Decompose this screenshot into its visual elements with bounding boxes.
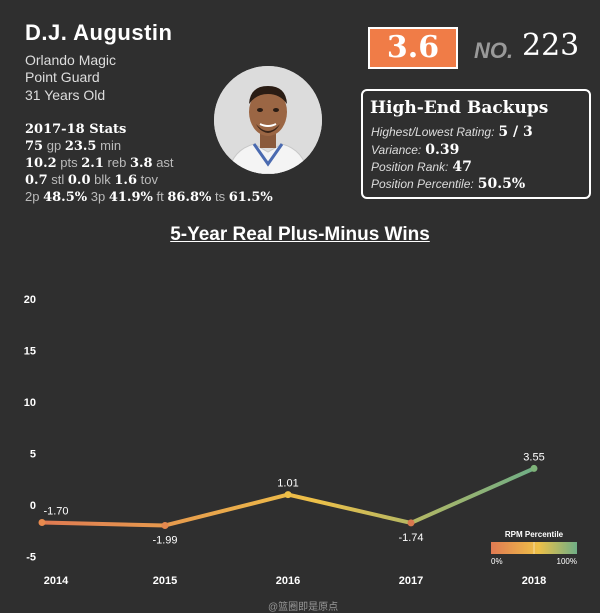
player-avatar — [214, 66, 322, 174]
stat-ast: 3.8 — [129, 156, 153, 171]
y-tick-label: 10 — [24, 397, 36, 409]
y-tick-label: 0 — [30, 500, 36, 512]
stat-gp-label: gp — [46, 138, 62, 153]
player-age: 31 Years Old — [25, 87, 106, 103]
x-tick-label: 2014 — [44, 575, 69, 587]
highest-lowest-rating: Highest/Lowest Rating: 5 / 3 — [371, 124, 533, 140]
x-tick-label: 2016 — [276, 575, 300, 587]
player-position: Point Guard — [25, 69, 100, 85]
highest-lowest-value: 5 / 3 — [498, 124, 533, 140]
data-label: 1.01 — [277, 478, 298, 490]
stat-2p-label: 2p — [25, 189, 40, 204]
position-percentile-label: Position Percentile: — [371, 177, 474, 191]
stat-blk: 0.0 — [67, 173, 91, 188]
stat-min-label: min — [100, 138, 122, 153]
y-tick-label: 15 — [24, 346, 36, 358]
stat-reb: 2.1 — [81, 156, 104, 171]
stat-tov: 1.6 — [114, 173, 137, 188]
stats-line-4: 2p 48.5% 3p 41.9% ft 86.8% ts 61.5% — [25, 189, 273, 205]
data-label: -1.74 — [398, 532, 423, 544]
y-tick-label: -5 — [26, 552, 36, 564]
stat-ts-label: ts — [214, 189, 226, 204]
stats-title: 2017-18 Stats — [25, 122, 127, 137]
stat-tov-label: tov — [140, 172, 158, 187]
stats-line-3: 0.7 stl 0.0 blk 1.6 tov — [25, 172, 158, 188]
data-point — [407, 519, 415, 527]
data-label: -1.99 — [152, 534, 177, 546]
stat-pts: 10.2 — [25, 156, 57, 171]
player-name: D.J. Augustin — [25, 20, 173, 45]
data-point — [284, 491, 292, 499]
legend-title: RPM Percentile — [505, 530, 564, 539]
data-label: -1.70 — [43, 506, 68, 518]
stat-ft: 86.8% — [167, 190, 212, 205]
stat-ast-label: ast — [156, 155, 174, 170]
stat-3p-label: 3p — [90, 189, 106, 204]
stat-3p: 41.9% — [108, 190, 153, 205]
legend-max-label: 100% — [557, 557, 577, 566]
stats-line-1: 75 gp 23.5 min — [25, 138, 121, 154]
position-percentile-value: 50.5% — [477, 176, 526, 192]
rank-number: 223 — [522, 28, 580, 63]
chart-title: 5-Year Real Plus-Minus Wins — [170, 224, 430, 245]
chart-legend: RPM Percentile 0% 100% — [491, 530, 577, 566]
stat-stl-label: stl — [51, 172, 65, 187]
watermark: @篮圈即是原点 — [268, 602, 339, 613]
rank-label: NO. — [474, 38, 514, 63]
y-tick-label: 20 — [24, 294, 36, 306]
player-photo-icon — [214, 66, 322, 174]
stat-min: 23.5 — [64, 139, 97, 154]
position-percentile: Position Percentile: 50.5% — [371, 176, 525, 192]
stat-stl: 0.7 — [25, 173, 48, 188]
x-tick-label: 2018 — [522, 575, 546, 587]
data-label: 3.55 — [523, 451, 544, 463]
legend-min-label: 0% — [491, 557, 503, 566]
backups-panel — [361, 89, 591, 199]
stat-gp: 75 — [25, 139, 44, 154]
variance-label: Variance: — [371, 143, 422, 157]
y-tick-label: 5 — [30, 449, 36, 461]
stat-blk-label: blk — [94, 172, 111, 187]
variance: Variance: 0.39 — [371, 142, 459, 158]
stat-ts: 61.5% — [228, 190, 273, 205]
stat-pts-label: pts — [60, 155, 78, 170]
highest-lowest-label: Highest/Lowest Rating: — [371, 125, 495, 139]
data-point — [38, 519, 46, 527]
data-point — [530, 464, 538, 472]
backups-title: High-End Backups — [370, 98, 549, 118]
stat-2p: 48.5% — [43, 190, 88, 205]
stat-ft-label: ft — [156, 189, 164, 204]
data-point — [161, 521, 169, 529]
position-rank: Position Rank: 47 — [371, 159, 472, 175]
x-tick-label: 2017 — [399, 575, 423, 587]
player-team: Orlando Magic — [25, 52, 117, 68]
variance-value: 0.39 — [425, 142, 460, 158]
stats-line-2: 10.2 pts 2.1 reb 3.8 ast — [25, 155, 174, 171]
stat-reb-label: reb — [107, 155, 127, 170]
x-tick-label: 2015 — [153, 575, 177, 587]
overall-rating-badge: 3.6 — [368, 27, 458, 69]
position-rank-label: Position Rank: — [371, 160, 449, 174]
position-rank-value: 47 — [452, 159, 472, 175]
